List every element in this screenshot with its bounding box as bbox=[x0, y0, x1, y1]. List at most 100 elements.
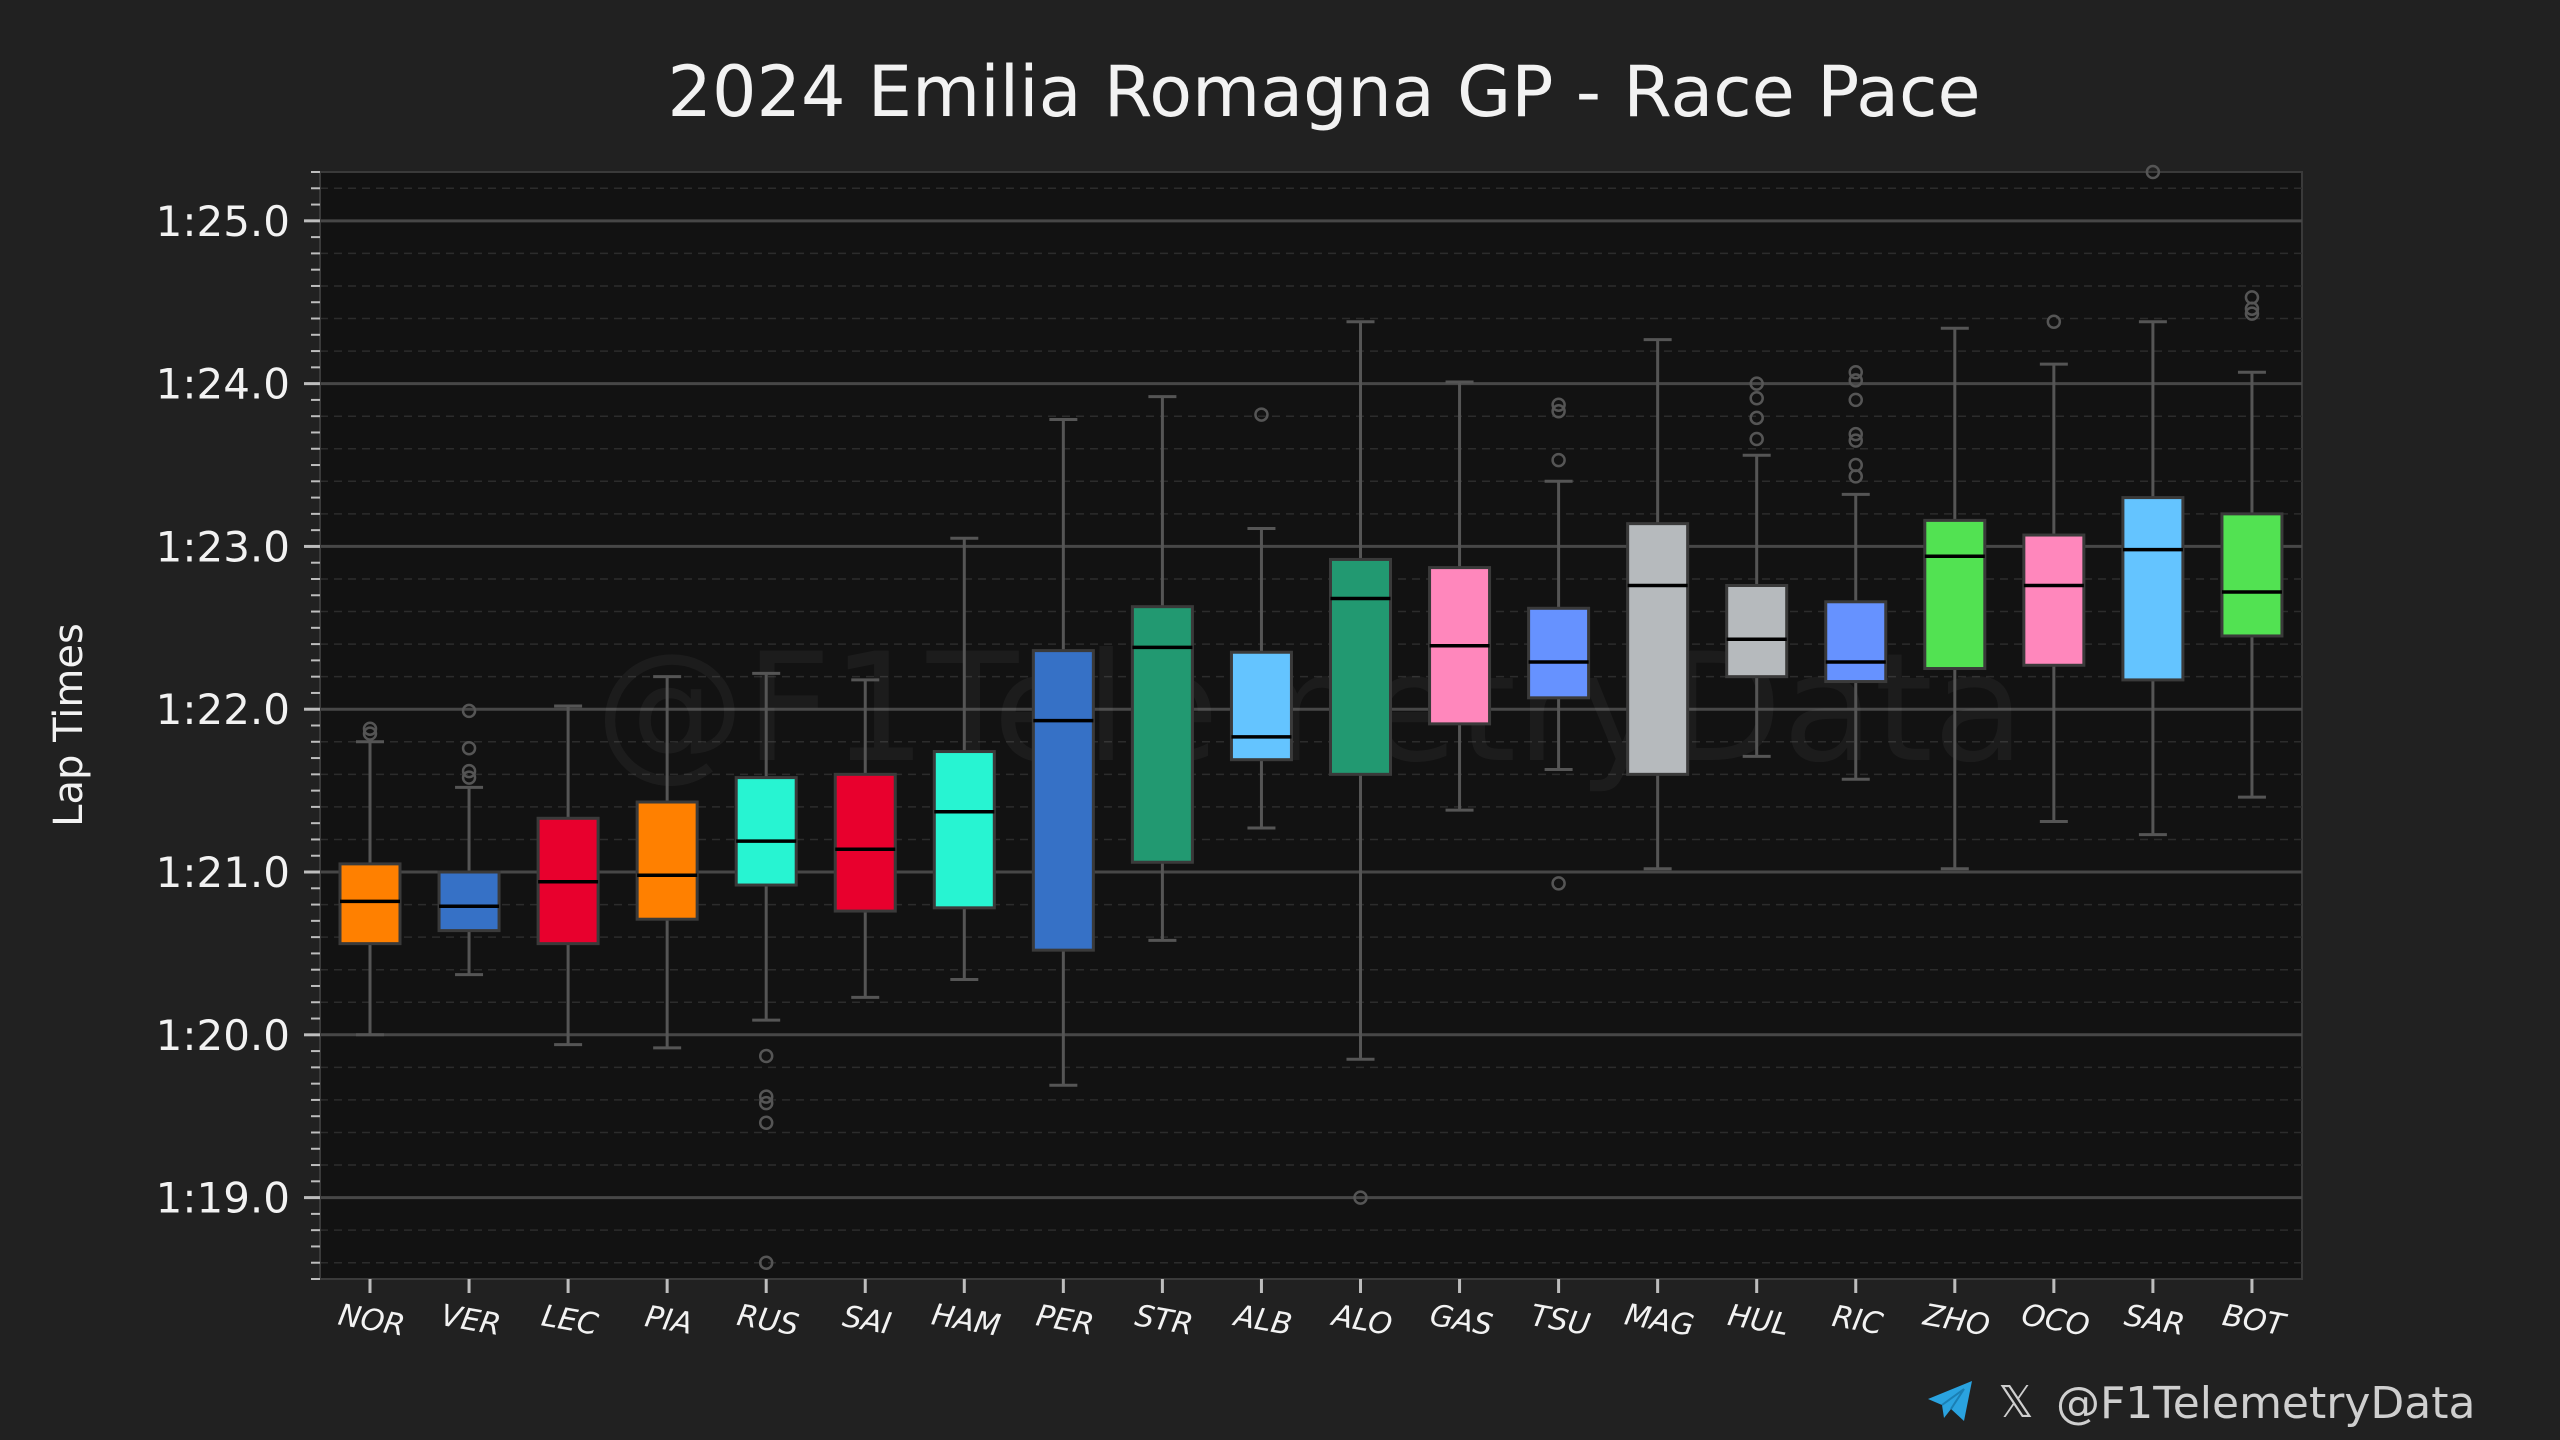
iqr-box bbox=[1824, 600, 1888, 684]
box-plots bbox=[338, 164, 2284, 1270]
outlier-point bbox=[1551, 876, 1566, 891]
outlier-point bbox=[1749, 391, 1764, 406]
outlier-point bbox=[1749, 410, 1764, 426]
outlier-point bbox=[362, 726, 378, 741]
x-tick-label: RIC bbox=[1829, 1299, 1885, 1342]
x-tick-label: HAM bbox=[929, 1297, 1003, 1343]
box-rus bbox=[734, 671, 798, 1270]
outlier-point bbox=[1551, 397, 1566, 413]
outlier-point bbox=[461, 703, 477, 719]
iqr-box bbox=[833, 772, 897, 913]
x-tick-label: RUS bbox=[734, 1298, 801, 1343]
x-tick-label: NOR bbox=[336, 1298, 408, 1344]
x-tick-label: ALO bbox=[1328, 1298, 1395, 1343]
outlier-point bbox=[2046, 314, 2062, 330]
iqr-box bbox=[932, 750, 996, 910]
x-axis: NOR VER LEC PIA RUS SAI HAM PER STR ALB ALO GAS TSU M… bbox=[336, 1279, 2290, 1344]
box-str bbox=[1130, 395, 1194, 942]
x-tick-label: OCO bbox=[2019, 1297, 2092, 1343]
outlier-point bbox=[1749, 376, 1764, 391]
iqr-box bbox=[1725, 583, 1789, 679]
y-tick-label: 1:22.0 bbox=[156, 685, 290, 734]
y-tick-label: 1:20.0 bbox=[156, 1011, 290, 1060]
box-bot bbox=[2220, 290, 2284, 799]
box-mag bbox=[1626, 338, 1690, 871]
outlier-point bbox=[1749, 431, 1764, 447]
y-axis-label: Lap Times bbox=[46, 623, 92, 827]
iqr-box bbox=[1626, 522, 1690, 776]
x-tick-label: PER bbox=[1033, 1298, 1096, 1343]
x-tick-label: MAG bbox=[1622, 1297, 1697, 1344]
x-tick-label: LEC bbox=[539, 1298, 601, 1342]
iqr-box bbox=[2220, 512, 2284, 638]
iqr-box bbox=[1031, 649, 1095, 952]
outlier-point bbox=[2244, 306, 2260, 321]
x-tick-label: SAI bbox=[840, 1299, 894, 1342]
outlier-point bbox=[1353, 1190, 1368, 1205]
x-tick-label: ALB bbox=[1230, 1298, 1295, 1343]
y-tick-label: 1:23.0 bbox=[156, 522, 290, 571]
grid-lines bbox=[320, 187, 2302, 1264]
outlier-point bbox=[1551, 404, 1566, 419]
box-per bbox=[1031, 417, 1095, 1087]
box-pia bbox=[635, 675, 699, 1050]
y-tick-label: 1:21.0 bbox=[156, 848, 290, 897]
y-axis: 1:19.0 1:20.0 1:21.0 1:22.0 1:23.0 1:24.0 1:25… bbox=[156, 171, 321, 1280]
outlier-point bbox=[461, 741, 477, 756]
iqr-box bbox=[338, 862, 402, 946]
x-tick-label: SAR bbox=[2122, 1298, 2188, 1343]
outlier-point bbox=[2145, 164, 2161, 180]
y-tick-label: 1:25.0 bbox=[156, 197, 290, 246]
box-ric bbox=[1824, 364, 1888, 781]
box-lec bbox=[536, 704, 600, 1047]
telegram-icon bbox=[1928, 1381, 1972, 1421]
iqr-box bbox=[2121, 496, 2185, 682]
box-oco bbox=[2022, 314, 2086, 824]
iqr-box bbox=[1923, 518, 1987, 671]
box-gas bbox=[1428, 380, 1492, 812]
outlier-point bbox=[1551, 452, 1566, 468]
x-tick-label: PIA bbox=[642, 1299, 695, 1342]
outlier-point bbox=[1254, 407, 1269, 422]
iqr-box bbox=[1527, 606, 1591, 700]
iqr-box bbox=[1229, 650, 1293, 762]
outlier-point bbox=[758, 1115, 774, 1130]
outlier-point bbox=[1848, 373, 1863, 388]
footer-credit: 𝕏 @F1TelemetryData bbox=[1928, 1377, 2475, 1429]
y-tick-label: 1:19.0 bbox=[156, 1174, 290, 1223]
y-tick-label: 1:24.0 bbox=[156, 360, 290, 409]
x-logo-icon: 𝕏 bbox=[1998, 1377, 2033, 1428]
box-sar bbox=[2121, 164, 2185, 837]
outlier-point bbox=[758, 1095, 774, 1111]
x-tick-label: TSU bbox=[1528, 1298, 1593, 1343]
x-tick-label: STR bbox=[1132, 1298, 1195, 1343]
outlier-point bbox=[1848, 364, 1863, 380]
x-tick-label: ZHO bbox=[1920, 1297, 1993, 1343]
outlier-point bbox=[1848, 426, 1863, 442]
box-ver bbox=[437, 703, 501, 977]
iqr-box bbox=[635, 800, 699, 921]
box-zho bbox=[1923, 326, 1987, 871]
chart-title: 2024 Emilia Romagna GP - Race Pace bbox=[667, 51, 1980, 133]
box-alo bbox=[1329, 320, 1392, 1205]
outlier-point bbox=[758, 1255, 774, 1270]
outlier-point bbox=[461, 763, 477, 779]
box-alb bbox=[1229, 407, 1293, 830]
footer-handle: @F1TelemetryData bbox=[2056, 1378, 2475, 1429]
outlier-point bbox=[1848, 392, 1863, 408]
x-tick-label: VER bbox=[438, 1298, 503, 1343]
iqr-box bbox=[734, 776, 798, 887]
plot-area bbox=[319, 171, 2303, 1280]
iqr-box bbox=[2022, 533, 2086, 667]
x-tick-label: HUL bbox=[1725, 1298, 1791, 1343]
watermark: @F1TelemetryData bbox=[595, 622, 2025, 796]
outlier-point bbox=[758, 1089, 774, 1104]
box-ham bbox=[932, 536, 996, 981]
outlier-point bbox=[461, 770, 477, 785]
x-tick-label: BOT bbox=[2220, 1298, 2290, 1344]
iqr-box bbox=[437, 870, 501, 933]
box-nor bbox=[338, 721, 402, 1037]
outlier-point bbox=[362, 721, 378, 737]
box-sai bbox=[833, 678, 897, 999]
